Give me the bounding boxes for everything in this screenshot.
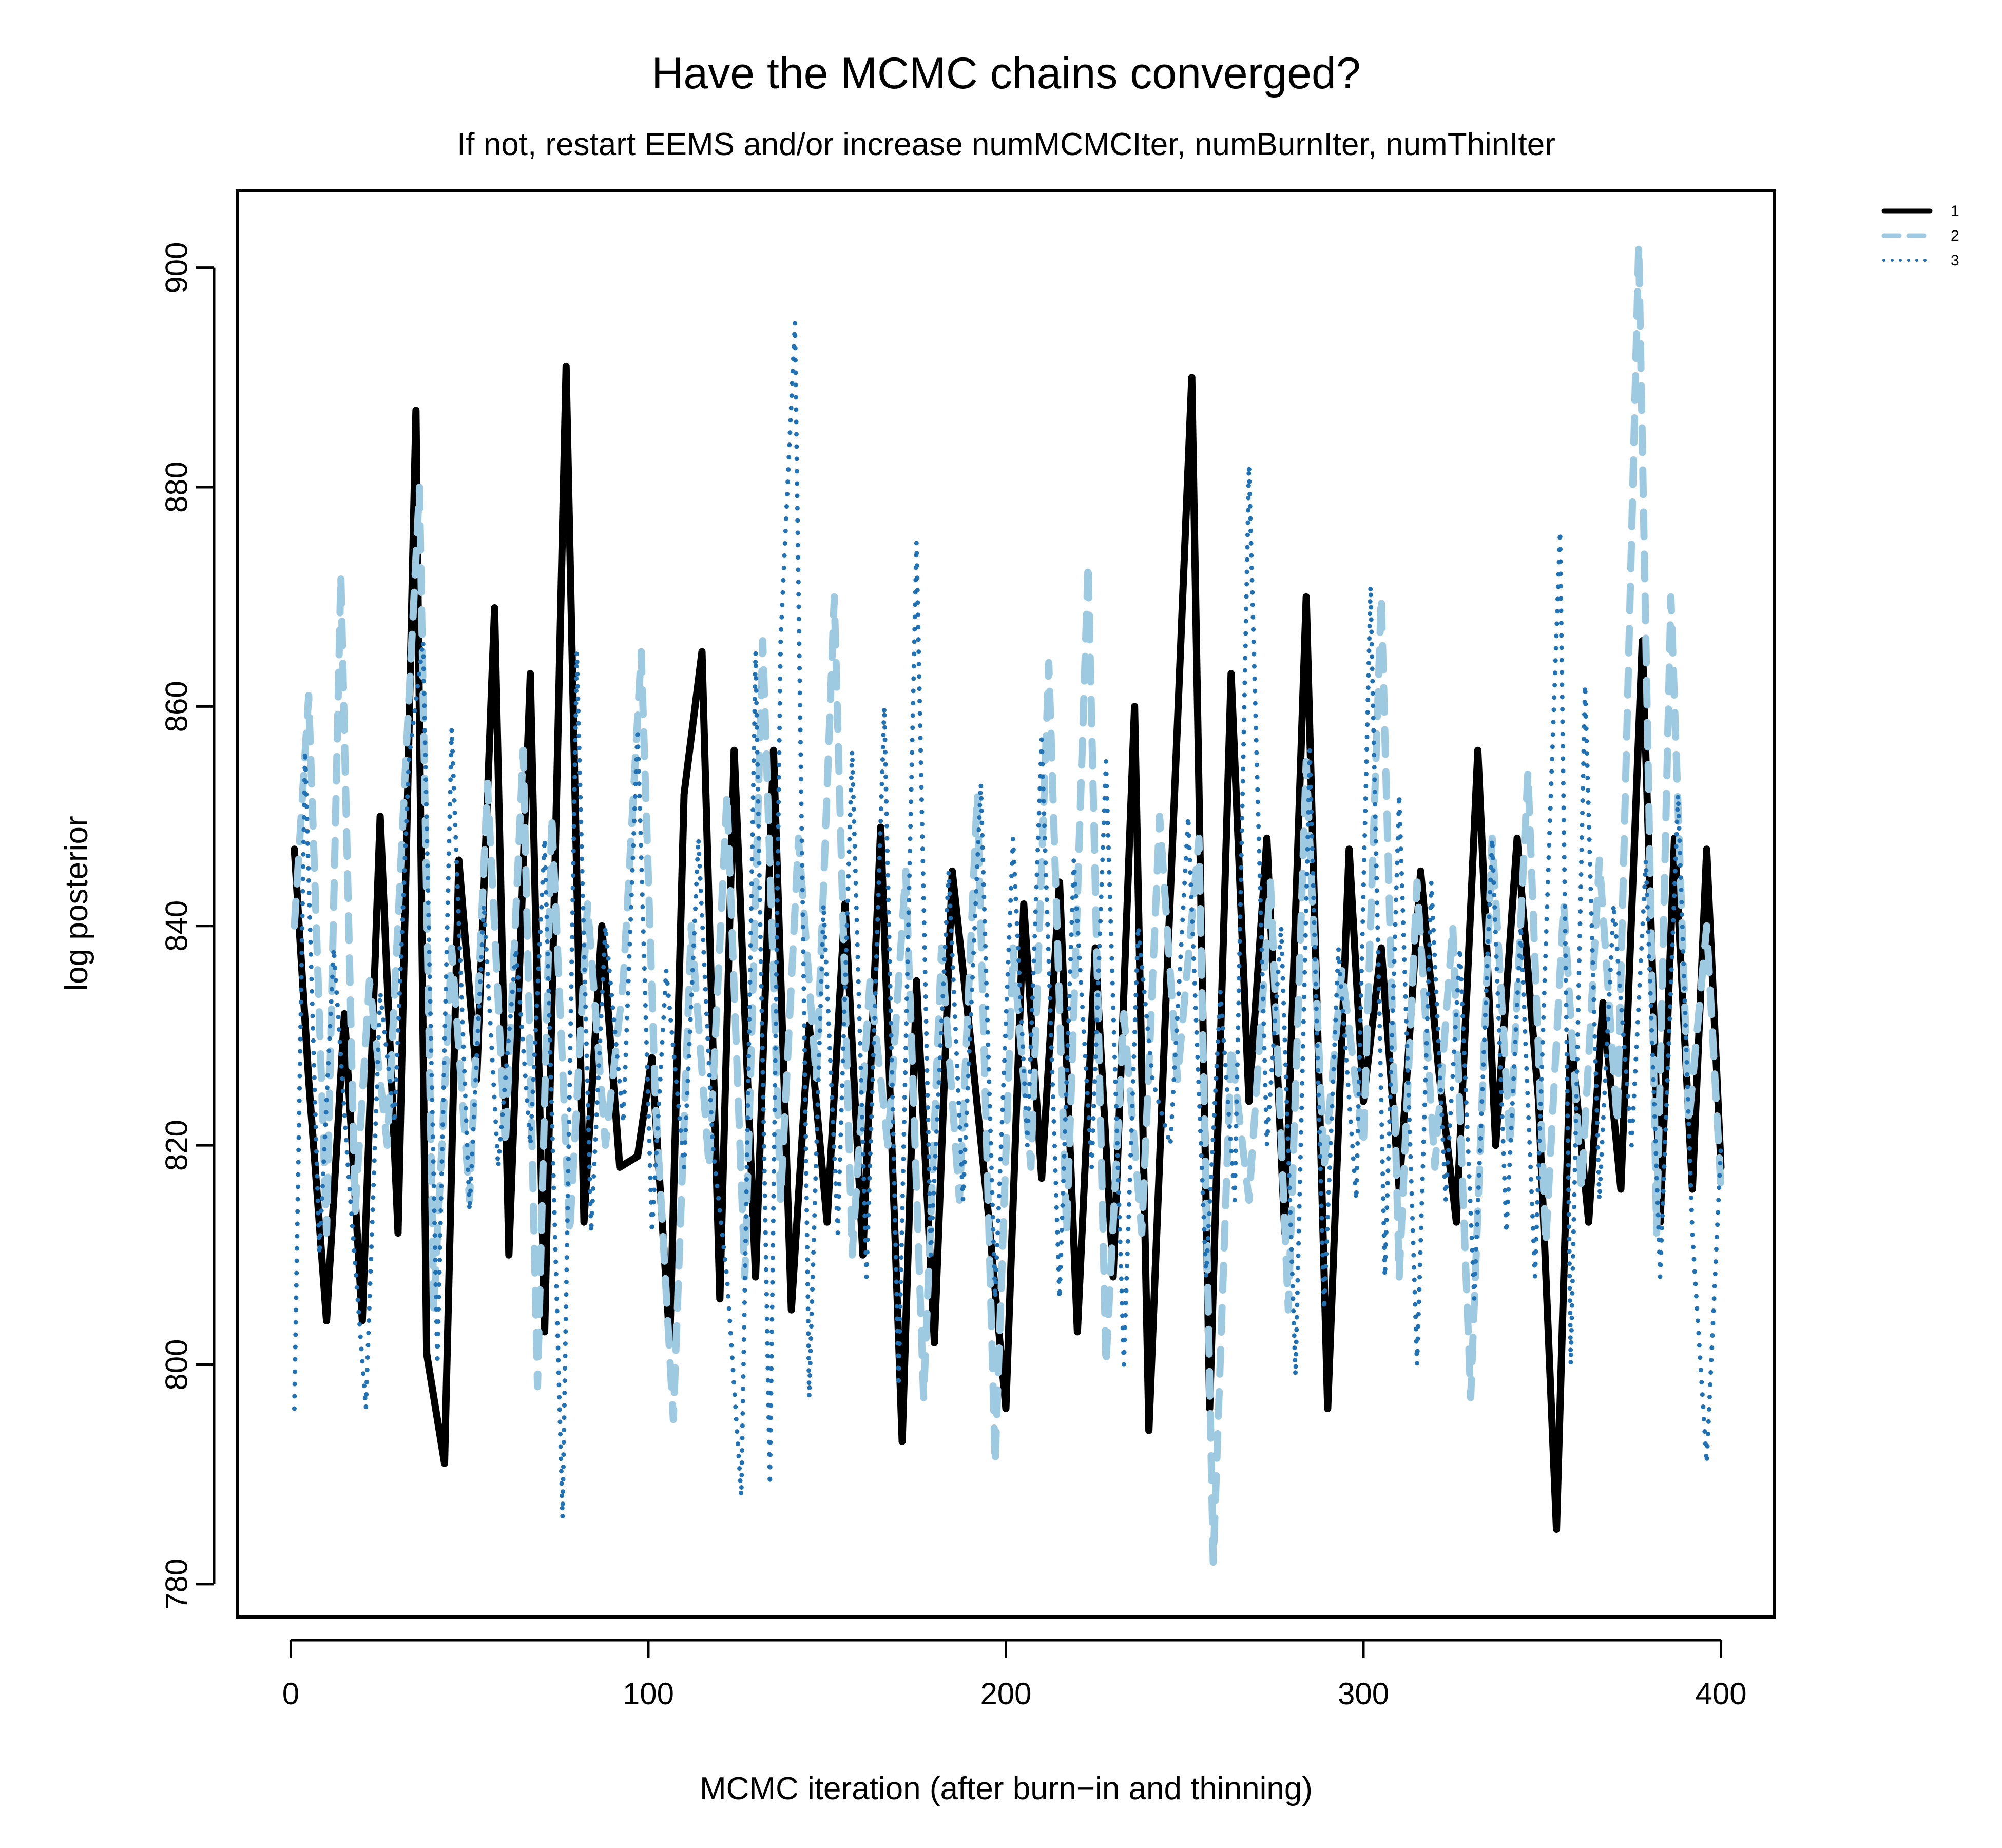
y-tick-label-6: 900 <box>160 242 194 294</box>
legend-label-1: 1 <box>1951 203 1959 220</box>
y-tick-label-4: 860 <box>160 681 194 732</box>
y-tick-label-2: 820 <box>160 1120 194 1171</box>
x-tick-label-4: 400 <box>1695 1677 1746 1711</box>
x-axis: 0 100 200 300 400 <box>282 1639 1747 1711</box>
y-tick-label-3: 840 <box>160 900 194 952</box>
legend-label-3: 3 <box>1951 252 1959 269</box>
x-tick-label-0: 0 <box>282 1677 299 1711</box>
x-tick-label-1: 100 <box>623 1677 674 1711</box>
x-tick-label-3: 300 <box>1338 1677 1389 1711</box>
y-axis-label: log posterior <box>59 816 94 991</box>
y-axis: 780 800 820 840 860 880 900 <box>160 242 216 1610</box>
x-axis-label: MCMC iteration (after burn−in and thinni… <box>700 1771 1313 1806</box>
chart-title: Have the MCMC chains converged? <box>651 49 1360 98</box>
y-tick-label-5: 880 <box>160 461 194 513</box>
y-tick-label-0: 780 <box>160 1558 194 1610</box>
series-1-line <box>291 362 1725 1533</box>
series-2-line <box>291 242 1725 1566</box>
chart-subtitle: If not, restart EEMS and/or increase num… <box>457 127 1555 162</box>
series-layer <box>291 242 1725 1566</box>
legend: 1 2 3 <box>1881 203 1959 269</box>
legend-label-2: 2 <box>1951 227 1959 244</box>
x-tick-label-2: 200 <box>980 1677 1031 1711</box>
y-tick-label-1: 800 <box>160 1339 194 1390</box>
series-3-line <box>292 320 1723 1521</box>
plot-frame <box>236 189 1776 1619</box>
